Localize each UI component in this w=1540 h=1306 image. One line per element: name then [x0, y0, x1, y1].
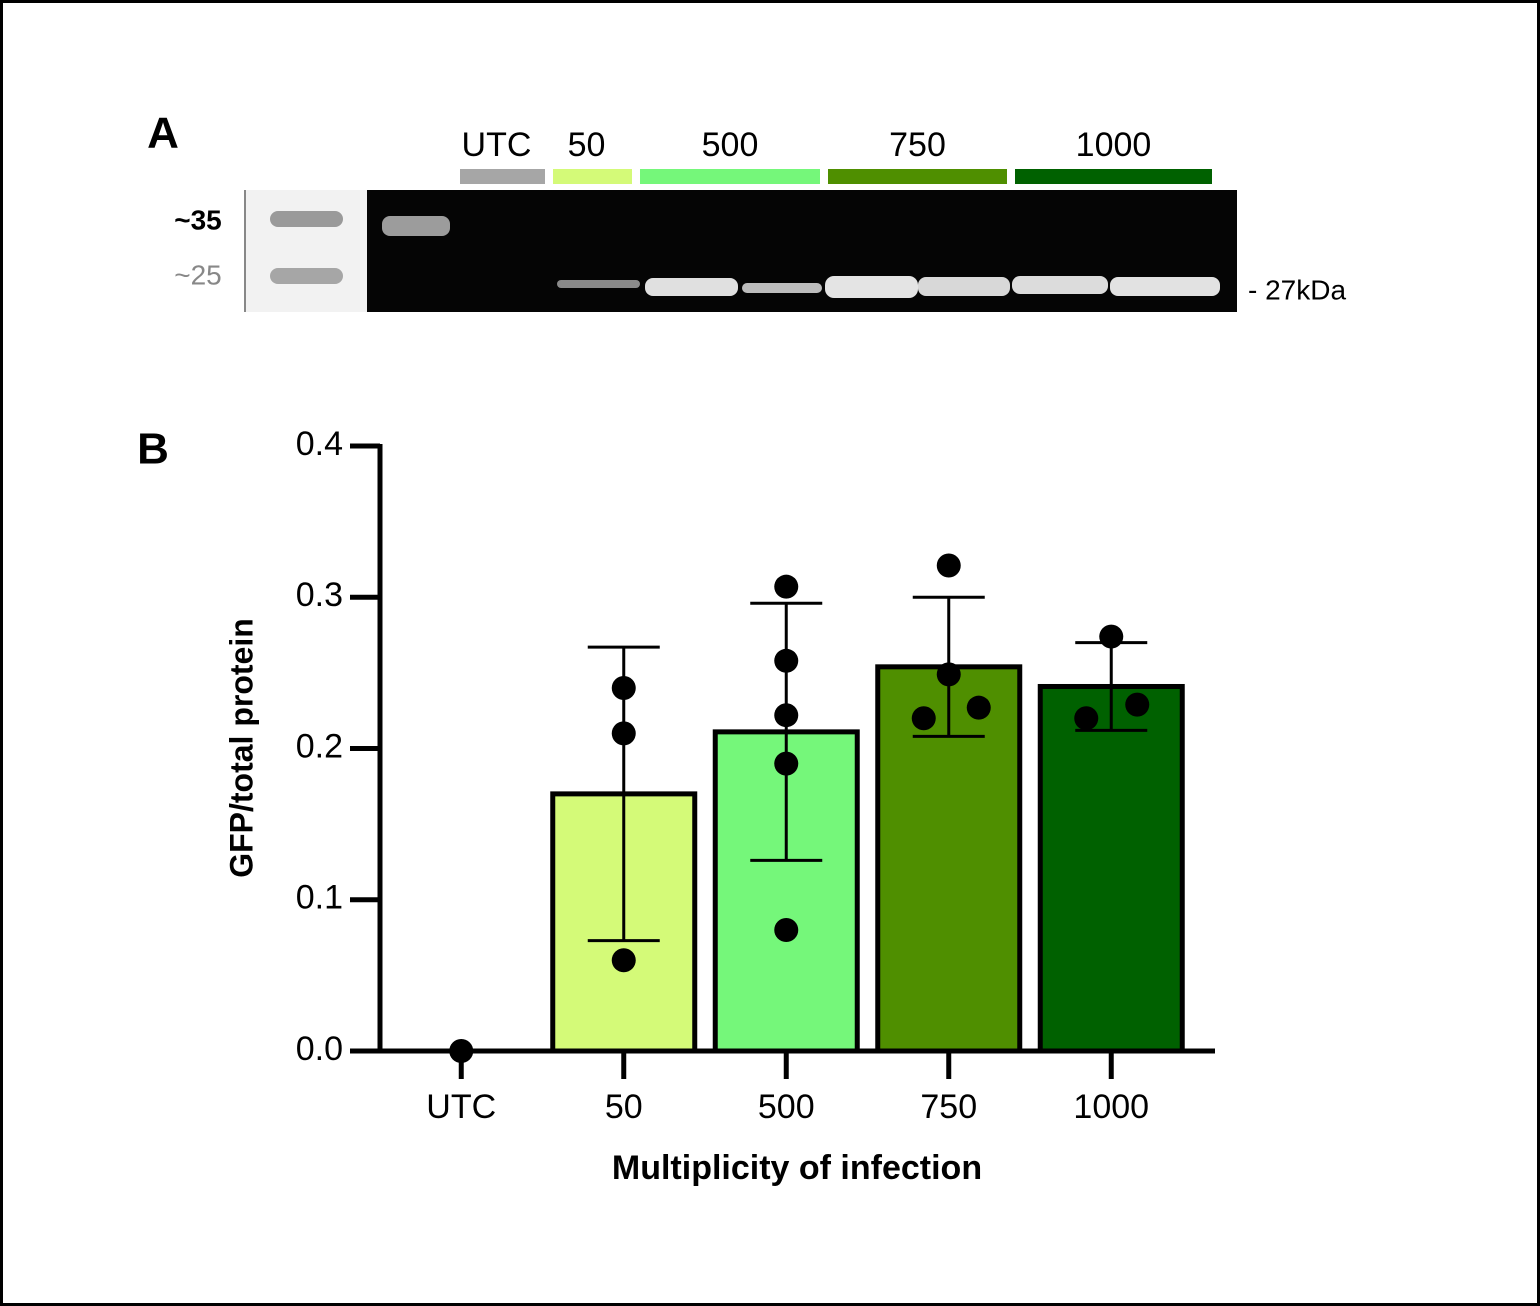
data-point — [911, 706, 936, 731]
lane-label: 50 — [568, 126, 606, 164]
data-point — [774, 751, 799, 776]
ladder-label: ~25 — [174, 259, 222, 290]
data-point — [449, 1039, 474, 1063]
lane-label: 1000 — [1076, 126, 1152, 164]
band-label: - 27kDa — [1248, 274, 1346, 305]
lane-label: UTC — [462, 126, 532, 164]
bar — [1037, 683, 1185, 1054]
blot-band — [742, 283, 822, 293]
y-tick-label: 0.1 — [296, 879, 343, 917]
lane-color-bar — [1015, 169, 1212, 184]
data-point — [1125, 692, 1150, 717]
data-point — [936, 553, 961, 578]
blot-band — [825, 276, 918, 298]
x-tick-label: UTC — [426, 1088, 496, 1126]
blot-band — [1110, 277, 1220, 296]
data-point — [1099, 624, 1124, 649]
blot-band — [1012, 276, 1108, 294]
blot-membrane — [367, 190, 1237, 312]
x-tick-label: 1000 — [1073, 1088, 1149, 1126]
ladder-strip — [245, 190, 367, 312]
y-axis-title: GFP/total protein — [223, 618, 259, 878]
lane-color-bar — [640, 169, 820, 184]
x-tick-label: 500 — [758, 1088, 815, 1126]
blot — [244, 190, 1237, 312]
y-tick-label: 0.4 — [296, 425, 343, 463]
blot-band — [557, 280, 640, 288]
data-point — [1074, 706, 1099, 731]
data-point — [611, 721, 636, 746]
data-point — [611, 948, 636, 973]
data-point — [774, 918, 799, 942]
x-tick-label: 50 — [605, 1088, 643, 1126]
blot-band — [918, 277, 1010, 296]
ladder-band — [270, 268, 343, 284]
blot-band — [645, 278, 738, 296]
x-tick-label: 750 — [920, 1088, 977, 1126]
ladder-band — [270, 211, 343, 227]
x-axis-title: Multiplicity of infection — [612, 1149, 982, 1187]
data-point — [611, 676, 636, 700]
data-point — [936, 662, 961, 687]
y-tick-label: 0.2 — [296, 727, 343, 765]
data-point — [774, 703, 799, 728]
y-tick-label: 0.3 — [296, 576, 343, 614]
data-point — [774, 648, 799, 673]
data-point — [774, 574, 799, 599]
lane-color-bar — [553, 169, 632, 184]
panel-label: B — [137, 425, 169, 474]
y-tick-label: 0.0 — [296, 1030, 343, 1068]
lane-color-bar — [460, 169, 545, 184]
lane-label: 500 — [702, 126, 759, 164]
panel-label: A — [147, 109, 179, 158]
ladder-label: ~35 — [174, 204, 222, 235]
blot-band — [382, 216, 450, 236]
lane-label: 750 — [889, 126, 946, 164]
data-point — [966, 695, 991, 720]
lane-color-bar — [828, 169, 1007, 184]
